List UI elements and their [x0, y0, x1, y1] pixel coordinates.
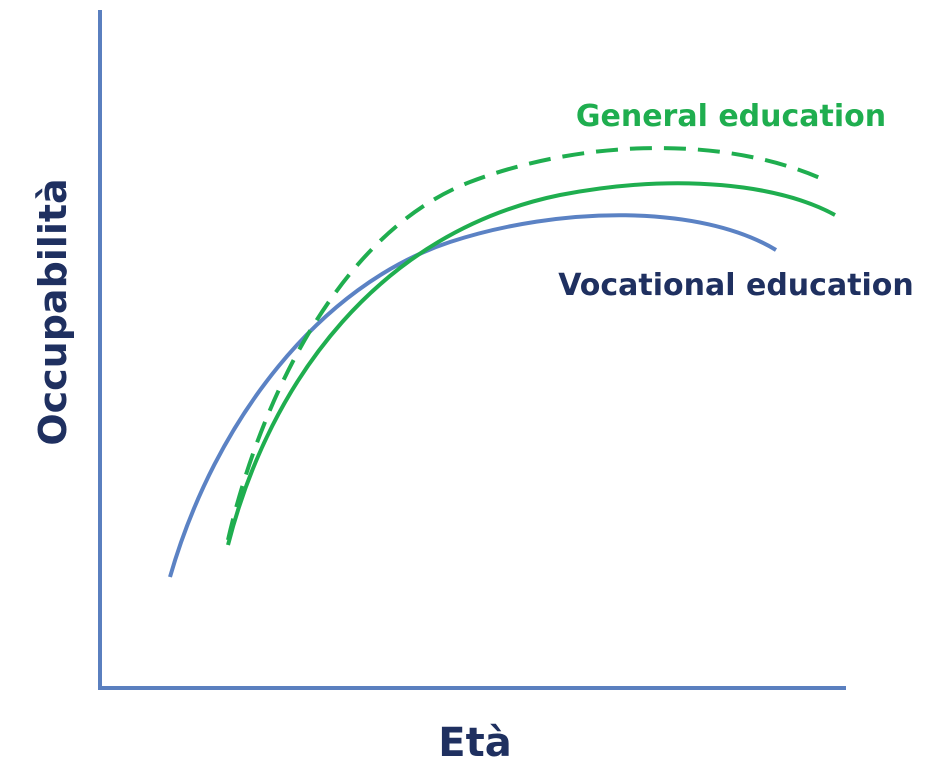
vocational-label: Vocational education — [558, 268, 914, 303]
vocational-curve — [168, 213, 778, 578]
general-curve — [226, 181, 836, 546]
y-axis-label: Occupabilità — [31, 178, 75, 445]
general-label: General education — [576, 99, 886, 134]
x-axis-label: Età — [438, 720, 511, 758]
general-dashed-curve — [226, 146, 821, 541]
